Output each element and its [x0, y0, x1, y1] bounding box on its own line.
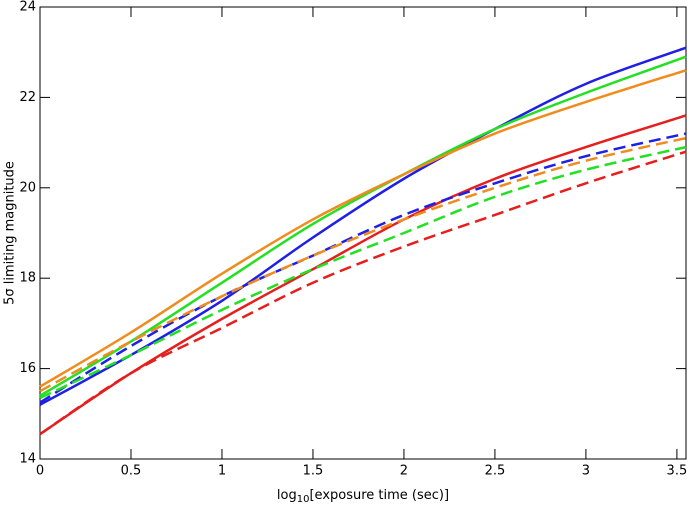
x-tick-label: 1	[218, 464, 226, 479]
series-line	[39, 145, 687, 400]
y-tick-label: 20	[19, 180, 36, 195]
series-line	[39, 132, 687, 404]
x-tick-label: 3.5	[667, 464, 688, 479]
y-tick-label: 16	[19, 361, 36, 376]
x-axis-label: log10[exposure time (sec)]	[277, 488, 449, 506]
y-tick-label: 18	[19, 271, 36, 286]
plot-frame	[39, 6, 687, 460]
x-label-main: log	[277, 488, 297, 503]
series-line	[39, 114, 687, 436]
x-tick-label: 2	[400, 464, 408, 479]
x-tick-label: 3	[582, 464, 590, 479]
y-tick-label: 22	[19, 90, 36, 105]
y-tick-label: 24	[19, 0, 36, 15]
y-axis-label: 5σ limiting magnitude	[3, 161, 18, 305]
x-label-rest: [exposure time (sec)]	[309, 488, 449, 503]
x-tick-label: 0	[36, 464, 44, 479]
y-tick-label: 14	[19, 452, 36, 467]
x-tick-label: 0.5	[121, 464, 142, 479]
series-line	[39, 136, 687, 393]
x-tick-label: 1.5	[303, 464, 324, 479]
series-line	[39, 55, 687, 397]
x-tick-label: 2.5	[485, 464, 506, 479]
x-label-sub: 10	[297, 494, 310, 505]
series-line	[39, 69, 687, 388]
series-line	[39, 150, 687, 436]
